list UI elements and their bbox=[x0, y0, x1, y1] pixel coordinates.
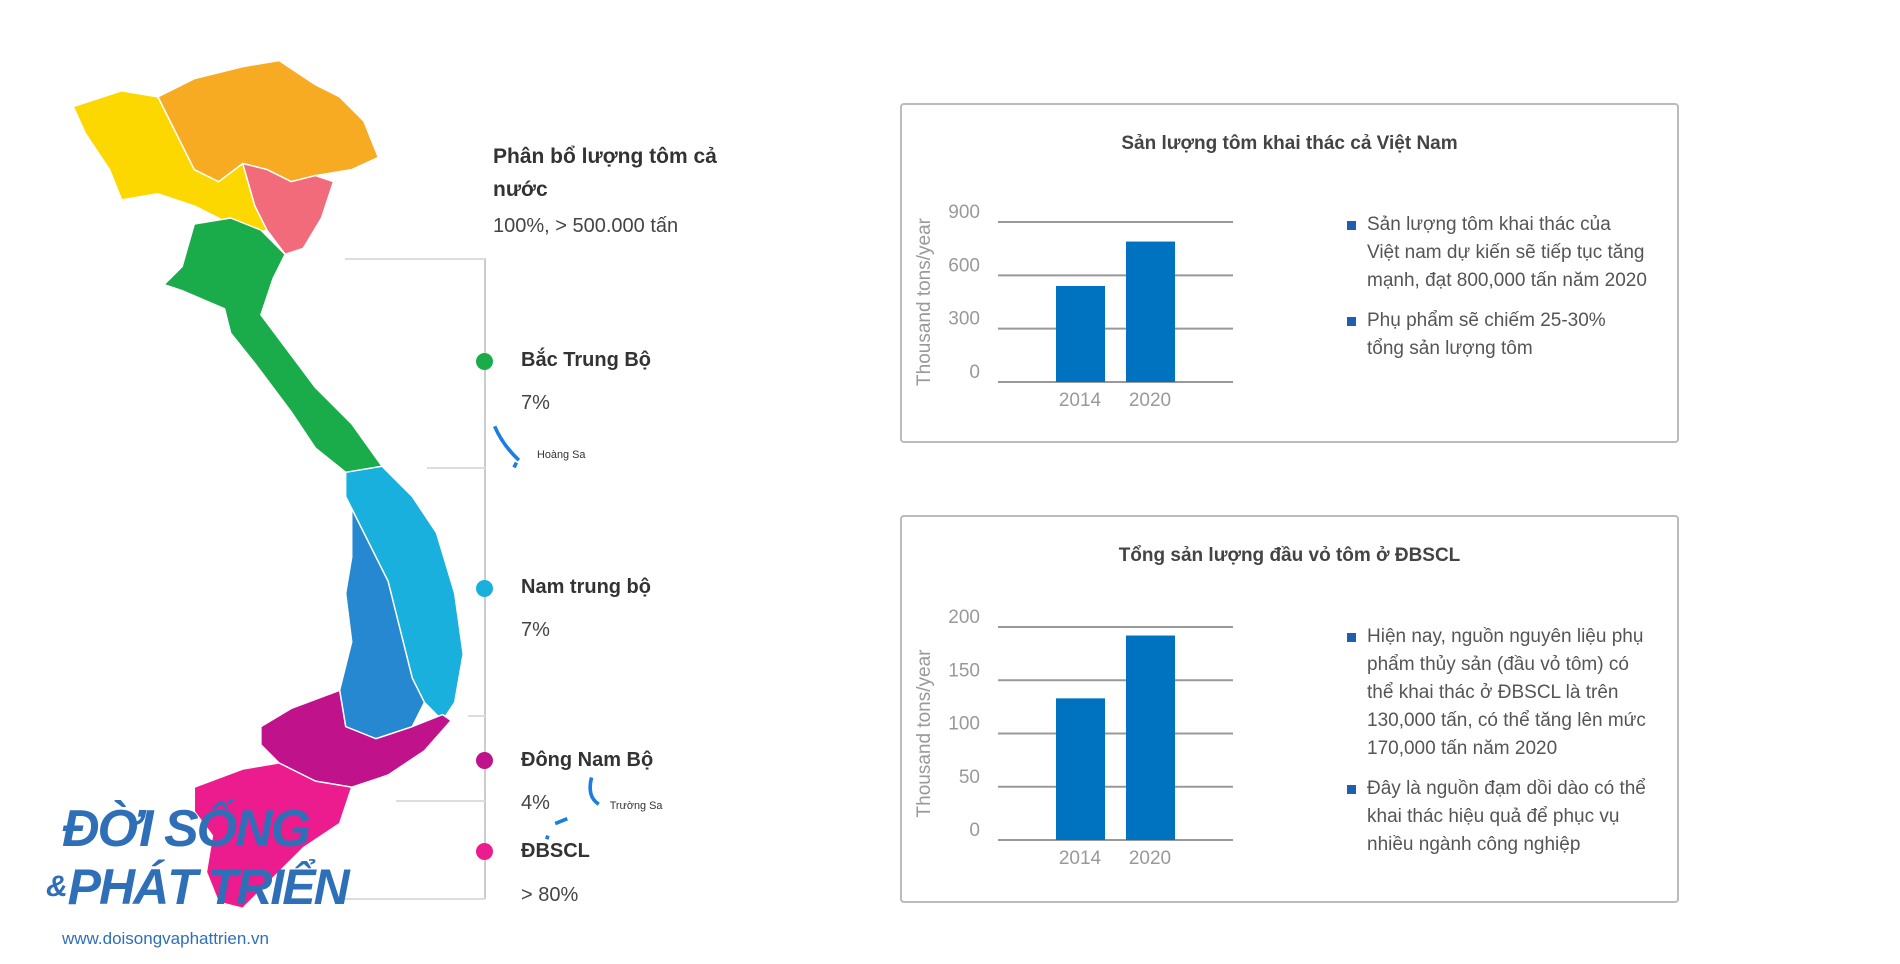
y-tick-label: 900 bbox=[948, 202, 980, 223]
y-tick-label: 300 bbox=[948, 309, 980, 330]
note-text: Sản lượng tôm khai thác của Việt nam dự … bbox=[1367, 214, 1647, 291]
divider bbox=[336, 898, 485, 900]
bar-2014 bbox=[1056, 286, 1105, 382]
bar-chart-dbscl: 0 50 100 150 200 2014 2020 Thousand tons/year bbox=[914, 607, 1233, 869]
divider bbox=[396, 800, 485, 802]
note-text: Hiện nay, nguồn nguyên liệu phụ phẩm thủ… bbox=[1367, 626, 1646, 759]
region-pct: 4% bbox=[521, 792, 550, 814]
truong-sa-label: Trường Sa bbox=[610, 800, 664, 812]
hoang-sa-islands bbox=[492, 425, 521, 469]
legend-dot-nam-trung-bo bbox=[476, 580, 493, 597]
x-tick-label: 2014 bbox=[1059, 848, 1102, 869]
chart-title: Sản lượng tôm khai thác cả Việt Nam bbox=[1121, 133, 1458, 154]
logo-line2: PHÁT TRIỂN bbox=[67, 859, 350, 915]
x-tick-label: 2020 bbox=[1129, 390, 1171, 411]
bar-2014 bbox=[1056, 698, 1105, 840]
y-tick-label: 600 bbox=[948, 255, 980, 276]
truong-sa-islands bbox=[544, 777, 600, 840]
note-item: Sản lượng tôm khai thác của Việt nam dự … bbox=[1347, 211, 1647, 295]
note-text: Phụ phẩm sẽ chiếm 25-30% tổng sản lượng … bbox=[1367, 310, 1606, 359]
chart-title: Tổng sản lượng đầu vỏ tôm ở ĐBSCL bbox=[1118, 545, 1461, 566]
chart-card-vietnam: Sản lượng tôm khai thác cả Việt Nam 0 300… bbox=[900, 103, 1679, 443]
y-axis-label: Thousand tons/year bbox=[914, 217, 935, 386]
bar-2020 bbox=[1126, 241, 1175, 382]
bar-2020 bbox=[1126, 635, 1175, 840]
notes-list: Hiện nay, nguồn nguyên liệu phụ phẩm thủ… bbox=[1347, 623, 1647, 871]
region-label: Bắc Trung Bộ bbox=[521, 349, 652, 371]
y-axis-label: Thousand tons/year bbox=[914, 649, 935, 818]
logo-line2-row: &PHÁT TRIỂN bbox=[46, 858, 350, 929]
region-pct: 7% bbox=[521, 619, 550, 641]
y-tick-label: 50 bbox=[959, 767, 980, 788]
y-tick-label: 150 bbox=[948, 660, 980, 681]
region-dbscl bbox=[193, 762, 353, 910]
y-tick-label: 0 bbox=[969, 820, 980, 841]
y-tick-label: 100 bbox=[948, 714, 980, 735]
region-label: Đông Nam Bộ bbox=[521, 749, 654, 771]
region-label: ĐBSCL bbox=[521, 840, 590, 862]
notes-list: Sản lượng tôm khai thác của Việt nam dự … bbox=[1347, 211, 1647, 375]
divider bbox=[345, 258, 485, 260]
bullet-icon bbox=[1347, 785, 1356, 794]
region-northeast bbox=[157, 59, 380, 183]
region-pct: 7% bbox=[521, 392, 550, 414]
region-label: Nam trung bộ bbox=[521, 576, 651, 598]
legend-dot-bac-trung-bo bbox=[476, 353, 493, 370]
hoang-sa-label: Hoàng Sa bbox=[537, 449, 586, 461]
bullet-icon bbox=[1347, 221, 1356, 230]
logo-line1: ĐỜI SỐNG bbox=[62, 800, 311, 858]
bar-chart-vietnam: 0 300 600 900 2014 2020 Thousand tons/year bbox=[914, 202, 1233, 411]
region-red-river-delta bbox=[242, 162, 335, 256]
map-title: Phân bổ lượng tôm cả nước bbox=[493, 145, 717, 201]
divider bbox=[427, 467, 485, 469]
bullet-icon bbox=[1347, 633, 1356, 642]
legend-line bbox=[484, 258, 486, 899]
divider bbox=[468, 715, 485, 717]
logo-url: www.doisongvaphattrien.vn bbox=[62, 929, 269, 948]
note-item: Phụ phẩm sẽ chiếm 25-30% tổng sản lượng … bbox=[1347, 307, 1647, 363]
map-subtitle: 100%, > 500.000 tấn bbox=[493, 215, 679, 237]
y-tick-label: 200 bbox=[948, 607, 980, 628]
chart-card-dbscl: Tổng sản lượng đầu vỏ tôm ở ĐBSCL 0 50 100… bbox=[900, 515, 1679, 903]
note-item: Đây là nguồn đạm dồi dào có thể khai thá… bbox=[1347, 775, 1647, 859]
note-item: Hiện nay, nguồn nguyên liệu phụ phẩm thủ… bbox=[1347, 623, 1647, 763]
watermark-logo: ĐỜI SỐNG &PHÁT TRIỂN www.doisongvaphattr… bbox=[46, 800, 350, 949]
x-tick-label: 2014 bbox=[1059, 390, 1102, 411]
y-tick-label: 0 bbox=[969, 362, 980, 383]
legend-dot-dbscl bbox=[476, 843, 493, 860]
x-tick-label: 2020 bbox=[1129, 848, 1171, 869]
note-text: Đây là nguồn đạm dồi dào có thể khai thá… bbox=[1367, 778, 1646, 855]
bullet-icon bbox=[1347, 317, 1356, 326]
region-pct: > 80% bbox=[521, 884, 579, 906]
logo-amp: & bbox=[46, 870, 68, 903]
legend-dot-dong-nam-bo bbox=[476, 752, 493, 769]
